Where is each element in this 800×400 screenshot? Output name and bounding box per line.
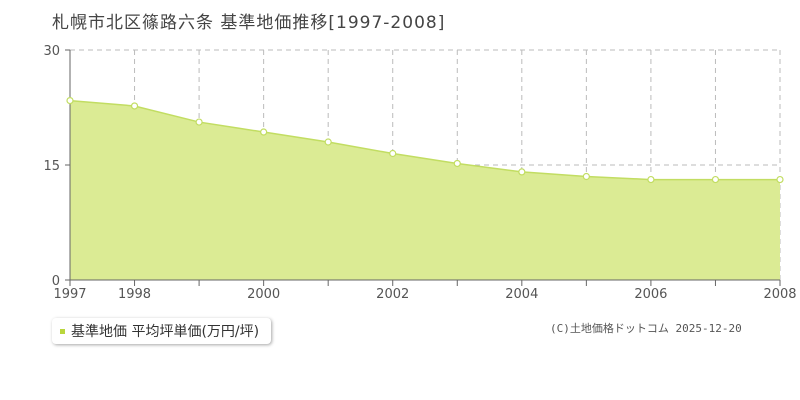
axes xyxy=(65,49,781,286)
x-tick-label: 2004 xyxy=(505,287,538,302)
legend-swatch xyxy=(60,328,65,334)
data-point xyxy=(711,175,720,184)
chart-title: 札幌市北区篠路六条 基準地価推移[1997-2008] xyxy=(52,13,446,33)
area-series xyxy=(69,99,780,280)
x-tick-label: 2008 xyxy=(763,287,796,302)
data-points xyxy=(66,96,784,184)
x-tick-label: 1998 xyxy=(118,287,151,302)
x-tick-label: 2000 xyxy=(247,287,280,302)
y-tick-label: 30 xyxy=(43,44,60,59)
data-point xyxy=(518,168,526,176)
data-point xyxy=(324,138,332,146)
series-area xyxy=(70,100,780,280)
tick-labels: 0 15 30 1997 1998 2000 2002 2004 2006 2008 xyxy=(43,44,796,302)
legend: 基準地価 平均坪単価(万円/坪) xyxy=(52,318,272,344)
data-point xyxy=(130,102,139,110)
x-tick-label: 1997 xyxy=(53,287,86,302)
data-point xyxy=(195,118,203,126)
data-point xyxy=(647,175,655,184)
x-tick-label: 2002 xyxy=(376,287,409,302)
data-point xyxy=(389,149,397,158)
data-point xyxy=(260,128,268,136)
data-point xyxy=(453,159,461,168)
y-tick-label: 15 xyxy=(43,159,60,174)
x-tick-label: 2006 xyxy=(634,287,667,302)
series-line xyxy=(69,99,780,181)
copyright-credit: (C)土地価格ドットコム 2025-12-20 xyxy=(550,322,742,335)
legend-label: 基準地価 平均坪単価(万円/坪) xyxy=(71,324,260,340)
y-tick-label: 0 xyxy=(52,274,60,289)
data-point xyxy=(66,96,74,105)
data-point xyxy=(582,172,590,181)
data-point xyxy=(776,175,784,184)
